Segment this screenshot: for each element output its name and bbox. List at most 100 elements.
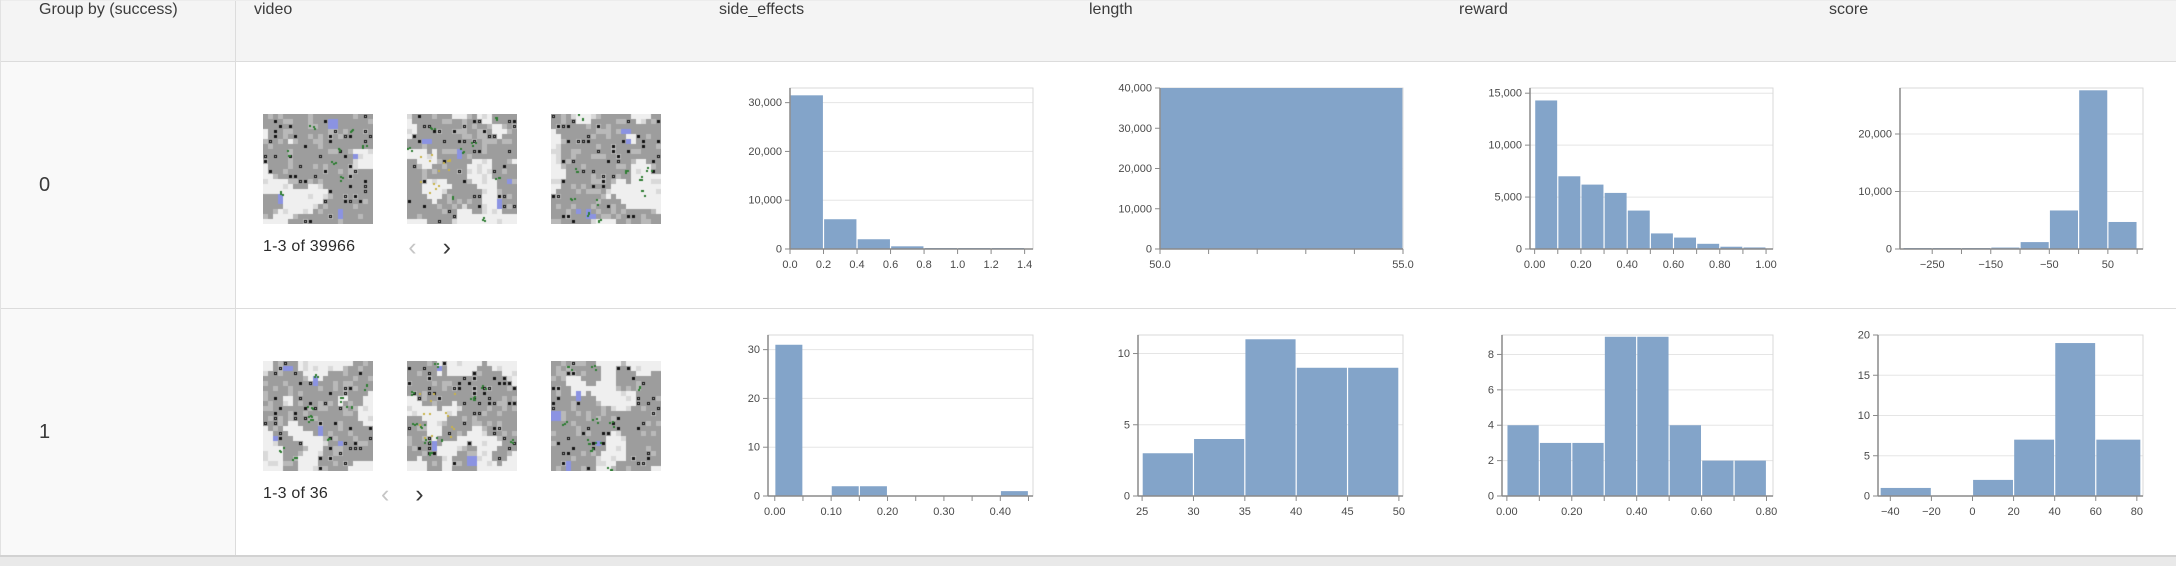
video-thumbnails (263, 113, 711, 224)
group-value: 1 (39, 420, 51, 443)
table-header-row: Group by (success) video side_effects le… (1, 0, 2176, 62)
svg-text:10: 10 (1118, 348, 1130, 360)
chevron-left-icon: ‹ (380, 479, 390, 508)
svg-text:0.40: 0.40 (1626, 506, 1647, 518)
histogram-reward[interactable]: 0 2 4 6 8 0.00 0.20 0.40 0.60 0.80 (1481, 329, 1821, 527)
video-thumbnail[interactable] (263, 360, 373, 471)
svg-text:80: 80 (2131, 506, 2143, 518)
svg-text:0.6: 0.6 (883, 259, 898, 271)
svg-text:40: 40 (1290, 506, 1302, 518)
next-page-button[interactable]: › (402, 481, 436, 506)
video-thumbnail[interactable] (263, 113, 373, 224)
histogram-side-effects[interactable]: 0 10,000 20,000 30,000 0.0 0.2 0.4 0.6 0.8 1.0 1.2… (741, 82, 1081, 280)
svg-text:1.0: 1.0 (950, 259, 965, 271)
svg-text:30,000: 30,000 (748, 97, 782, 109)
svg-text:10,000: 10,000 (1488, 140, 1522, 152)
prev-page-button[interactable]: ‹ (368, 481, 402, 506)
svg-text:50.0: 50.0 (1149, 259, 1170, 271)
next-page-button[interactable]: › (430, 234, 464, 259)
svg-text:1.4: 1.4 (1017, 259, 1032, 271)
svg-text:20,000: 20,000 (748, 146, 782, 158)
svg-text:10,000: 10,000 (748, 195, 782, 207)
video-thumbnail[interactable] (407, 113, 517, 224)
svg-text:−40: −40 (1881, 506, 1900, 518)
svg-text:5,000: 5,000 (1494, 192, 1522, 204)
column-header-score[interactable]: score (1829, 1, 1869, 18)
svg-text:4: 4 (1488, 420, 1494, 432)
svg-text:10: 10 (1858, 410, 1870, 422)
histogram-score[interactable]: 0 5 10 15 20 −40 −20 0 20 40 60 80 (1851, 329, 2176, 527)
video-cell: 1-3 of 36 ‹ › (236, 309, 711, 555)
histogram-length[interactable]: 0 5 10 25 30 35 40 45 50 (1111, 329, 1451, 527)
svg-text:40,000: 40,000 (1118, 83, 1152, 95)
column-header-reward[interactable]: reward (1459, 1, 1508, 18)
chevron-right-icon: › (415, 479, 424, 508)
column-header-video[interactable]: video (254, 1, 293, 18)
prev-page-button[interactable]: ‹ (395, 234, 429, 259)
table-row: 0 1-3 of 39966 ‹ › 0 10,000 20,000 30,000 0.… (1, 62, 2176, 309)
svg-text:20: 20 (2007, 506, 2019, 518)
svg-text:0.8: 0.8 (916, 259, 931, 271)
video-thumbnails (263, 360, 711, 471)
svg-text:10: 10 (748, 442, 760, 454)
svg-text:0.60: 0.60 (1663, 259, 1684, 271)
svg-text:0.2: 0.2 (816, 259, 831, 271)
svg-text:1.2: 1.2 (983, 259, 998, 271)
grouped-runs-table: Group by (success) video side_effects le… (0, 0, 2176, 555)
svg-text:0.00: 0.00 (1524, 259, 1545, 271)
video-thumbnail[interactable] (551, 113, 661, 224)
svg-text:0: 0 (776, 244, 782, 256)
column-header-group-by[interactable]: Group by (success) (1, 1, 236, 61)
histogram-score[interactable]: 0 10,000 20,000 −250 −150 −50 50 (1851, 82, 2176, 280)
table-row: 1 1-3 of 36 ‹ › 0 10 20 30 0.00 0.10 0.20 0.30 0… (1, 309, 2176, 555)
svg-text:0.00: 0.00 (764, 506, 785, 518)
svg-text:0.20: 0.20 (1561, 506, 1582, 518)
svg-text:15: 15 (1858, 370, 1870, 382)
chevron-right-icon: › (442, 232, 451, 261)
histogram-side-effects[interactable]: 0 10 20 30 0.00 0.10 0.20 0.30 0.40 (741, 329, 1081, 527)
svg-text:1.00: 1.00 (1755, 259, 1776, 271)
svg-text:0.80: 0.80 (1709, 259, 1730, 271)
group-value-cell: 0 (1, 62, 236, 308)
svg-text:6: 6 (1488, 384, 1494, 396)
column-header-side-effects[interactable]: side_effects (719, 1, 805, 18)
pagination: 1-3 of 39966 ‹ › (263, 234, 711, 259)
svg-text:8: 8 (1488, 349, 1494, 361)
video-cell: 1-3 of 39966 ‹ › (236, 62, 711, 308)
column-header-length[interactable]: length (1089, 1, 1133, 18)
svg-text:0.30: 0.30 (933, 506, 954, 518)
svg-text:0: 0 (1886, 244, 1892, 256)
pagination-label: 1-3 of 39966 (263, 237, 356, 255)
svg-text:0.40: 0.40 (1616, 259, 1637, 271)
svg-text:0: 0 (1864, 491, 1870, 503)
svg-text:20: 20 (1858, 330, 1870, 342)
svg-text:0: 0 (1146, 244, 1152, 256)
svg-text:−20: −20 (1922, 506, 1941, 518)
svg-text:20: 20 (748, 393, 760, 405)
video-thumbnail[interactable] (407, 360, 517, 471)
svg-text:0: 0 (754, 491, 760, 503)
svg-text:0.20: 0.20 (1570, 259, 1591, 271)
video-thumbnail[interactable] (551, 360, 661, 471)
svg-text:25: 25 (1136, 506, 1148, 518)
svg-text:30: 30 (1187, 506, 1199, 518)
svg-text:30: 30 (748, 344, 760, 356)
histogram-reward[interactable]: 0 5,000 10,000 15,000 0.00 0.20 0.40 0.60 0.80 1.… (1481, 82, 1821, 280)
histogram-length[interactable]: 0 10,000 20,000 30,000 40,000 50.0 55.0 (1111, 82, 1451, 280)
svg-text:−50: −50 (2040, 259, 2059, 271)
svg-text:−250: −250 (1920, 259, 1945, 271)
svg-text:0: 0 (1488, 491, 1494, 503)
svg-text:15,000: 15,000 (1488, 88, 1522, 100)
svg-text:0.00: 0.00 (1496, 506, 1517, 518)
svg-text:10,000: 10,000 (1118, 203, 1152, 215)
horizontal-scrollbar-track[interactable] (0, 555, 2176, 566)
svg-text:2: 2 (1488, 455, 1494, 467)
svg-text:55.0: 55.0 (1392, 259, 1413, 271)
group-value: 0 (39, 173, 51, 196)
svg-text:10,000: 10,000 (1858, 186, 1892, 198)
svg-text:0.40: 0.40 (990, 506, 1011, 518)
svg-text:5: 5 (1124, 419, 1130, 431)
svg-text:30,000: 30,000 (1118, 123, 1152, 135)
svg-text:0.20: 0.20 (877, 506, 898, 518)
svg-text:0.0: 0.0 (782, 259, 797, 271)
